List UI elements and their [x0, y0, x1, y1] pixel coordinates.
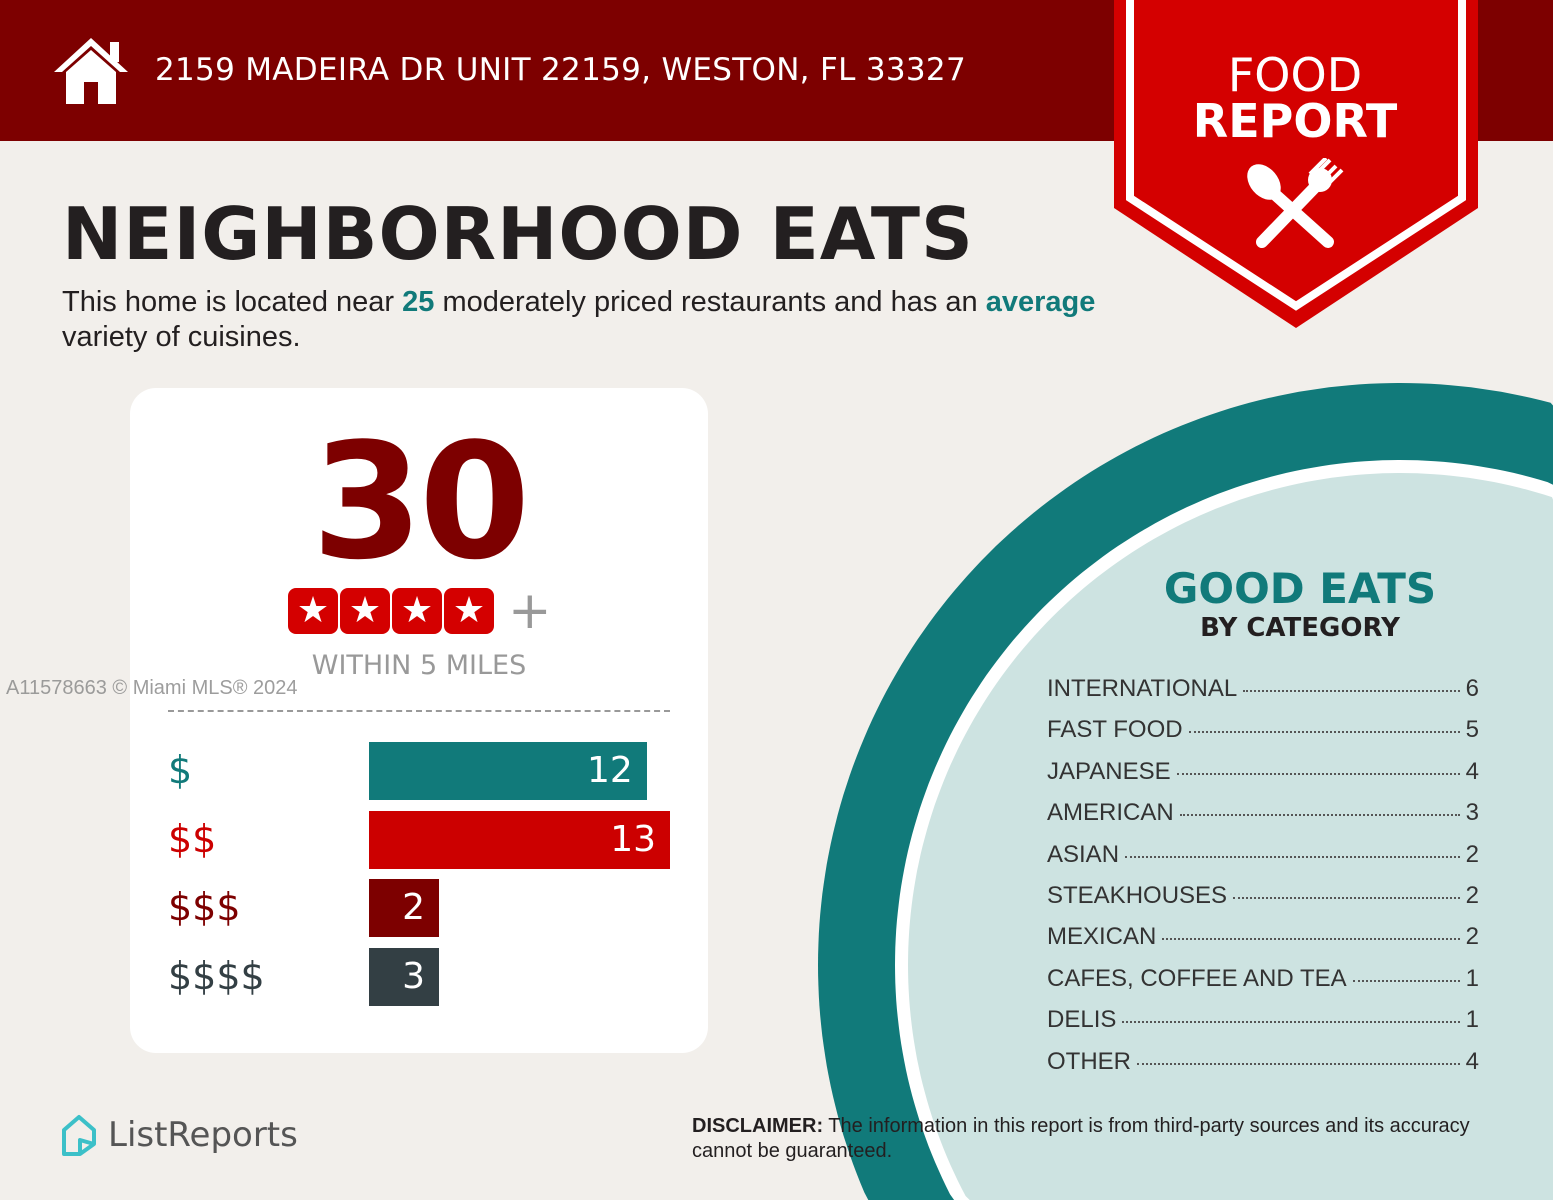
bar-label: $$: [168, 816, 217, 861]
property-address: 2159 MADEIRA DR UNIT 22159, WESTON, FL 3…: [155, 52, 966, 88]
category-name: JAPANESE: [1047, 757, 1171, 785]
category-item: OTHER 4: [1047, 1047, 1479, 1088]
category-count: 2: [1465, 881, 1479, 909]
bar: 12: [369, 742, 647, 800]
bar-row: $$$ 2: [168, 879, 670, 937]
watermark: A11578663 © Miami MLS® 2024: [6, 677, 298, 699]
category-list: INTERNATIONAL 6 FAST FOOD 5 JAPANESE 4 AMERICA…: [1047, 674, 1479, 1088]
summary-text: This home is located near 25 moderately …: [62, 286, 1096, 353]
category-item: JAPANESE 4: [1047, 757, 1479, 798]
food-report-banner: [1114, 0, 1478, 328]
star-icon: ★: [392, 588, 442, 634]
category-count: 4: [1465, 757, 1479, 785]
category-name: STEAKHOUSES: [1047, 881, 1228, 909]
leader-dots: [1233, 896, 1460, 899]
ring-band: [908, 473, 1553, 1200]
distance-label: WITHIN 5 MILES: [311, 650, 527, 681]
leader-dots: [1179, 814, 1460, 817]
category-item: STEAKHOUSES 2: [1047, 881, 1479, 922]
good-eats-heading: GOOD EATS BY CATEGORY: [1163, 564, 1437, 644]
star-rating: ★ ★ ★ ★ +: [288, 581, 552, 641]
logo-icon: [62, 1115, 96, 1156]
leader-dots: [1125, 855, 1460, 858]
category-count: 1: [1465, 1006, 1479, 1034]
bar: 3: [369, 947, 439, 1006]
house-icon: [54, 38, 128, 104]
bar-row: $12: [168, 742, 670, 800]
banner-title: FOOD REPORT: [1192, 48, 1398, 148]
category-item: MEXICAN 2: [1047, 922, 1479, 963]
leader-dots: [1122, 1021, 1460, 1024]
bar: 13: [369, 810, 670, 869]
category-count: 2: [1465, 840, 1479, 868]
category-count: 3: [1465, 799, 1479, 827]
star-icon: ★: [288, 588, 338, 634]
category-name: ASIAN: [1047, 840, 1120, 868]
bar-row: $$ 13: [168, 810, 670, 869]
leader-dots: [1243, 690, 1460, 692]
category-count: 6: [1465, 675, 1479, 702]
leader-dots: [1352, 979, 1460, 982]
category-name: MEXICAN: [1047, 923, 1157, 951]
leader-dots: [1176, 772, 1460, 775]
category-count: 5: [1465, 716, 1479, 744]
disclaimer: DISCLAIMER: The information in this repo…: [692, 1115, 1470, 1162]
category-item: FAST FOOD 5: [1047, 715, 1479, 756]
category-count: 4: [1465, 1047, 1479, 1075]
category-item: AMERICAN 3: [1047, 798, 1479, 839]
category-item: CAFES, COFFEE AND TEA 1: [1047, 964, 1479, 1005]
bar-label: $$$: [168, 885, 241, 929]
category-name: CAFES, COFFEE AND TEA: [1047, 964, 1347, 992]
spoon-fork-icon: [1247, 158, 1344, 248]
divider: [168, 710, 670, 712]
category-name: INTERNATIONAL: [1047, 675, 1238, 702]
total-restaurants: 30: [311, 408, 531, 595]
category-name: FAST FOOD: [1047, 716, 1183, 744]
category-count: 1: [1465, 964, 1479, 992]
bar-label: $: [168, 748, 193, 792]
leader-dots: [1162, 938, 1460, 941]
star-icon: ★: [444, 588, 494, 634]
category-item: ASIAN 2: [1047, 840, 1479, 881]
category-item: INTERNATIONAL 6: [1047, 674, 1479, 715]
category-count: 2: [1465, 923, 1479, 951]
plus-icon: +: [508, 581, 552, 641]
page-title: NEIGHBORHOOD EATS: [62, 192, 974, 276]
category-name: DELIS: [1047, 1006, 1117, 1034]
listreports-logo: ListReports: [60, 1114, 298, 1156]
bar: 2: [369, 879, 439, 937]
category-name: AMERICAN: [1047, 799, 1174, 827]
leader-dots: [1137, 1062, 1460, 1065]
category-item: DELIS 1: [1047, 1005, 1479, 1046]
restaurant-count-card: 30 ★ ★ ★ ★ + WITHIN 5 MILES $12 $$ 13 $$$ 2 $…: [130, 388, 708, 1053]
bar-label: $$$$: [168, 953, 265, 998]
category-name: OTHER: [1047, 1047, 1131, 1075]
star-icon: ★: [340, 588, 390, 634]
leader-dots: [1188, 731, 1460, 734]
bar-row: $$$$ 3: [168, 947, 670, 1006]
